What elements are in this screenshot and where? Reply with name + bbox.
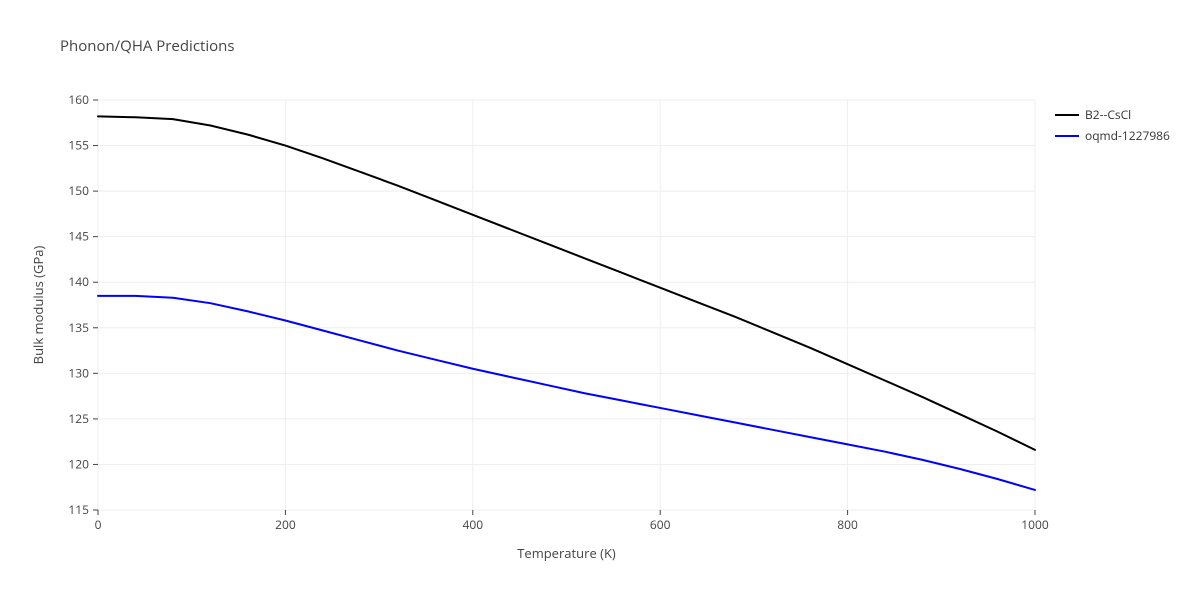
legend-item[interactable]: B2--CsCl [1055, 106, 1170, 123]
svg-text:140: 140 [68, 273, 89, 290]
svg-text:400: 400 [463, 516, 484, 533]
series-line [98, 296, 1035, 490]
chart-title: Phonon/QHA Predictions [60, 36, 235, 56]
svg-text:115: 115 [68, 501, 89, 518]
svg-text:135: 135 [68, 319, 89, 336]
svg-text:0: 0 [95, 516, 102, 533]
svg-text:600: 600 [650, 516, 671, 533]
legend-label: oqmd-1227986 [1085, 127, 1170, 144]
legend-label: B2--CsCl [1085, 106, 1131, 123]
svg-text:200: 200 [275, 516, 296, 533]
svg-text:Bulk modulus (GPa): Bulk modulus (GPa) [29, 246, 47, 365]
legend-swatch [1055, 135, 1079, 137]
svg-text:160: 160 [68, 91, 89, 108]
legend-swatch [1055, 114, 1079, 116]
svg-text:120: 120 [68, 455, 89, 472]
legend-item[interactable]: oqmd-1227986 [1055, 127, 1170, 144]
svg-text:125: 125 [68, 410, 89, 427]
svg-text:155: 155 [68, 137, 89, 154]
svg-text:130: 130 [68, 364, 89, 381]
svg-text:145: 145 [68, 228, 89, 245]
svg-text:150: 150 [68, 182, 89, 199]
chart-container: Phonon/QHA Predictions 115 120 125 130 135 14… [0, 0, 1200, 600]
line-chart: 115 120 125 130 135 140 145 150 155 160 0 200 400 600… [0, 0, 1200, 600]
legend: B2--CsCl oqmd-1227986 [1055, 106, 1170, 148]
series-line [98, 116, 1035, 449]
svg-text:Temperature (K): Temperature (K) [517, 544, 616, 562]
svg-text:800: 800 [837, 516, 858, 533]
svg-text:1000: 1000 [1021, 516, 1049, 533]
